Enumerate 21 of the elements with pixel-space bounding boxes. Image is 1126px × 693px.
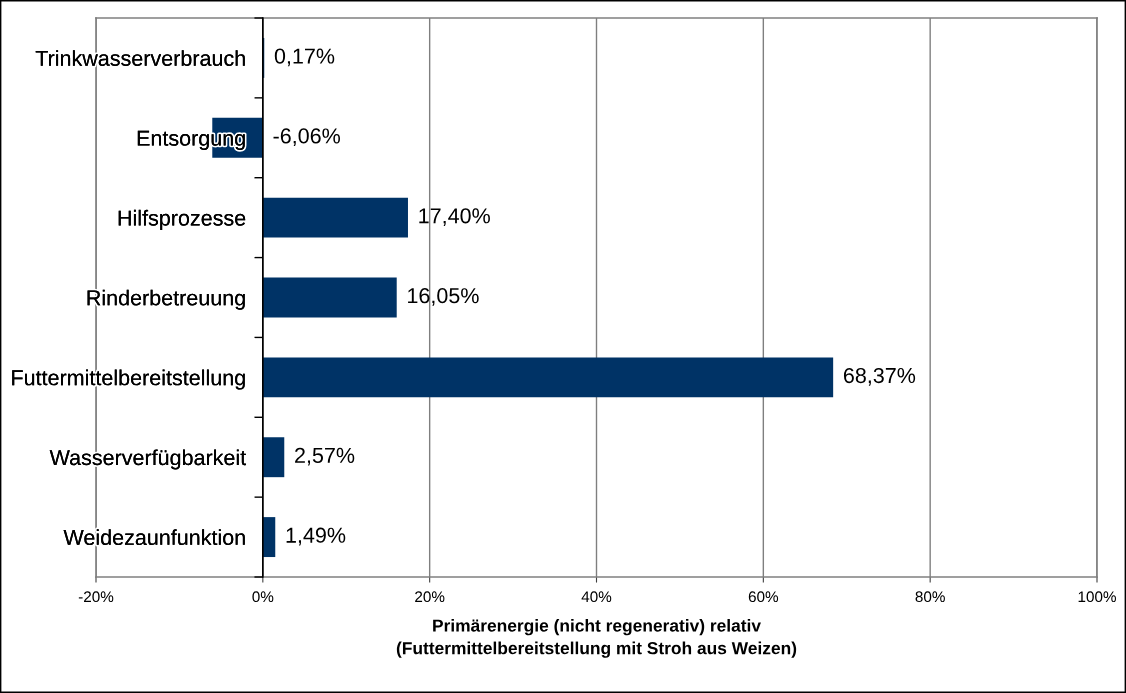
x-tick-label: 100% xyxy=(1078,591,1116,603)
data-label: -6,06% xyxy=(273,128,340,147)
x-tick-label: -20% xyxy=(78,591,114,603)
x-axis-title: Primärenergie (nicht regenerativ) relativ (Futtermittelbereitstellung mit Stroh aus Weizen) xyxy=(396,619,797,658)
x-tick-label: 40% xyxy=(581,591,612,603)
data-label: 0,17% xyxy=(274,48,335,67)
x-tick-label: 60% xyxy=(748,591,779,603)
data-label: 16,05% xyxy=(408,288,479,306)
data-label: 68,37% xyxy=(843,367,916,386)
data-label: 1,49% xyxy=(286,527,346,546)
x-tick-label: 80% xyxy=(915,591,945,603)
y-tick-label: Hilfsprozesse xyxy=(118,209,246,230)
y-tick-label: Rinderbetreuung xyxy=(87,289,245,310)
x-tick-label: 20% xyxy=(415,591,445,603)
data-label: 17,40% xyxy=(419,208,490,226)
y-tick-label: Trinkwasserverbrauch xyxy=(35,50,245,66)
data-label: 2,57% xyxy=(295,447,355,466)
y-tick-label: Wasserverfügbarkeit xyxy=(49,449,247,470)
y-tick-label: Futtermittelbereitstellung xyxy=(12,369,245,390)
y-tick-label: Weidezaunfunktion xyxy=(63,529,245,546)
x-tick-label: 0% xyxy=(252,591,274,603)
